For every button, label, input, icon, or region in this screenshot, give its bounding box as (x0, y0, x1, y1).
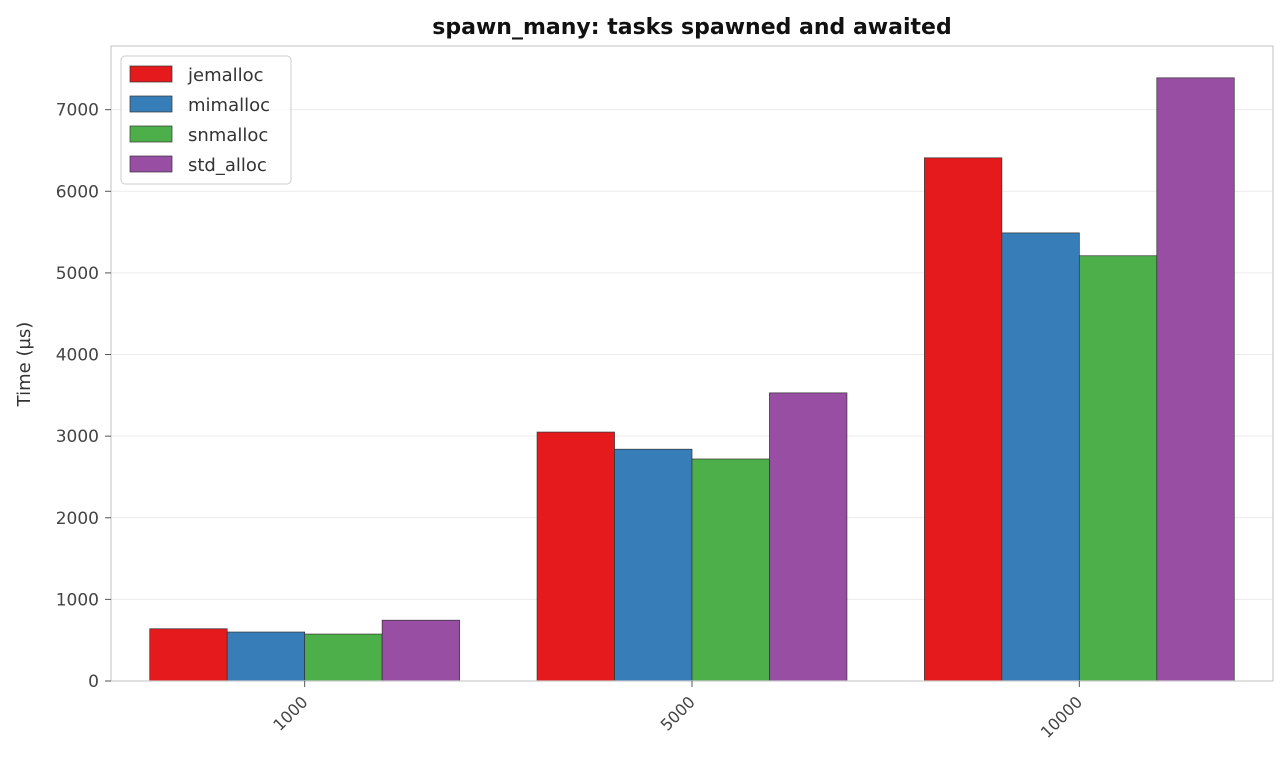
bar-jemalloc-5000 (536, 431, 615, 682)
y-tick-label: 3000 (56, 427, 99, 447)
bar-jemalloc-1000 (149, 628, 228, 682)
x-tick-label: 1000 (269, 692, 311, 734)
legend-swatch (129, 155, 173, 173)
legend-label: jemalloc (187, 65, 264, 86)
y-tick-label: 0 (88, 672, 99, 692)
legend-swatch (129, 125, 173, 143)
y-axis-label: Time (µs) (14, 322, 35, 408)
legend-label: snmalloc (188, 125, 268, 146)
x-tick-label: 5000 (657, 692, 699, 734)
chart-title: spawn_many: tasks spawned and awaited (432, 15, 951, 40)
y-tick-label: 7000 (56, 101, 99, 121)
bar-snmalloc-5000 (691, 458, 770, 682)
grid-lines (111, 109, 1273, 600)
bar-std_alloc-10000 (1156, 77, 1235, 682)
y-tick-label: 5000 (56, 264, 99, 284)
legend-item-snmalloc: snmalloc (129, 125, 268, 146)
legend-swatch (129, 65, 173, 83)
legend-swatch (129, 95, 173, 113)
legend-label: mimalloc (188, 95, 270, 116)
bar-std_alloc-5000 (769, 392, 848, 682)
y-tick-label: 2000 (56, 509, 99, 529)
x-axis-ticks: 1000 5000 10000 (269, 681, 1086, 742)
legend-item-jemalloc: jemalloc (129, 65, 264, 86)
y-tick-label: 4000 (56, 346, 99, 366)
y-tick-label: 1000 (56, 590, 99, 610)
x-tick-label: 10000 (1037, 692, 1086, 741)
legend-frame (120, 55, 292, 185)
bar-std_alloc-1000 (381, 619, 460, 682)
bar-mimalloc-10000 (1001, 232, 1080, 682)
bars (149, 77, 1235, 682)
bar-snmalloc-1000 (304, 633, 383, 682)
legend-item-mimalloc: mimalloc (129, 95, 270, 116)
legend: jemalloc mimalloc snmalloc std_alloc (120, 55, 292, 185)
bar-mimalloc-1000 (226, 631, 306, 682)
bar-snmalloc-10000 (1078, 255, 1158, 682)
y-tick-label: 6000 (56, 182, 99, 202)
bar-jemalloc-10000 (924, 157, 1003, 682)
legend-label: std_alloc (188, 155, 267, 176)
bar-mimalloc-5000 (614, 448, 693, 682)
y-axis-ticks: 0 1000 2000 3000 4000 5000 6000 7000 (56, 101, 111, 692)
legend-item-std_alloc: std_alloc (129, 155, 267, 176)
